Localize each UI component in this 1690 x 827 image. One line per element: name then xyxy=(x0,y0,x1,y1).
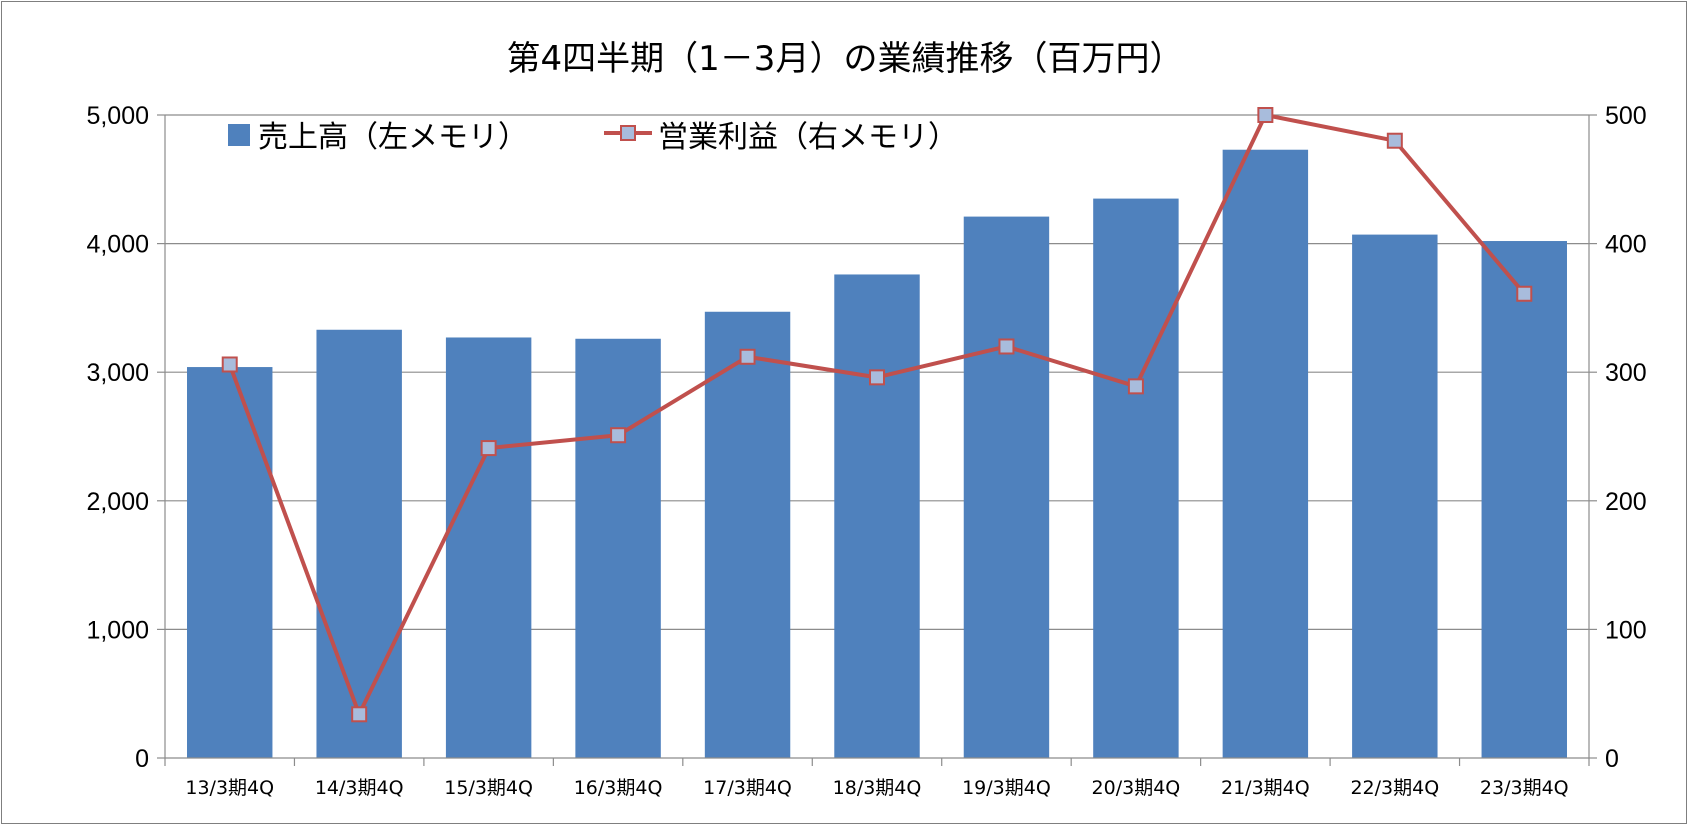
y-left-tick-label: 0 xyxy=(135,745,149,773)
x-tick-label: 19/3期4Q xyxy=(962,777,1051,799)
bar-sales xyxy=(445,337,532,758)
bar-sales xyxy=(1352,234,1438,758)
chart-title: 第4四半期（1－3月）の業績推移（百万円） xyxy=(507,39,1184,79)
y-right-tick-label: 400 xyxy=(1605,231,1647,259)
bar-sales xyxy=(187,367,273,758)
x-tick-label: 14/3期4Q xyxy=(315,777,404,799)
point-operating-profit xyxy=(1386,132,1403,149)
point-operating-profit xyxy=(480,440,497,457)
bar-sales xyxy=(1222,149,1309,759)
point-operating-profit xyxy=(998,338,1015,355)
bar-sales xyxy=(963,216,1050,758)
bar-sales xyxy=(1093,198,1179,759)
point-operating-profit xyxy=(1257,107,1274,123)
line-series xyxy=(221,107,1533,723)
y-left-tick-label: 2,000 xyxy=(86,488,149,516)
x-tick-label: 20/3期4Q xyxy=(1092,777,1181,799)
y-right-tick-label: 200 xyxy=(1605,488,1647,516)
axes: 0 1,000 2,000 3,000 4,000 5,000 0 100 200 300 400 5… xyxy=(86,102,1646,799)
point-operating-profit xyxy=(1516,285,1533,302)
legend: 売上高（左メモリ） 営業利益（右メモリ） xyxy=(228,120,958,155)
bar-sales xyxy=(1481,241,1567,758)
y-left-tick-label: 4,000 xyxy=(86,231,149,259)
bar-sales xyxy=(834,274,920,758)
y-left-tick-label: 1,000 xyxy=(86,616,149,644)
x-tick-label: 16/3期4Q xyxy=(574,777,663,799)
point-operating-profit xyxy=(739,348,756,365)
y-left-tick-label: 3,000 xyxy=(86,359,149,387)
legend-label-sales: 売上高（左メモリ） xyxy=(258,120,528,155)
legend-label-profit: 営業利益（右メモリ） xyxy=(658,120,958,155)
point-operating-profit xyxy=(869,369,885,386)
x-tick-label: 18/3期4Q xyxy=(833,777,922,799)
x-tick-label: 22/3期4Q xyxy=(1350,777,1439,799)
y-right-tick-label: 100 xyxy=(1605,616,1647,644)
y-left-tick-label: 5,000 xyxy=(86,102,149,130)
bar-sales xyxy=(704,311,791,758)
point-operating-profit xyxy=(610,427,627,444)
legend-swatch-sales xyxy=(228,124,250,146)
y-right-tick-label: 500 xyxy=(1605,102,1647,130)
x-tick-label: 17/3期4Q xyxy=(703,777,792,799)
point-operating-profit xyxy=(351,706,368,723)
legend-swatch-profit-marker xyxy=(620,125,636,141)
y-right-tick-label: 0 xyxy=(1605,745,1619,773)
point-operating-profit xyxy=(1127,378,1144,395)
x-tick-label: 23/3期4Q xyxy=(1480,777,1569,799)
y-right-tick-label: 300 xyxy=(1605,359,1647,387)
point-operating-profit xyxy=(221,356,238,373)
bar-sales xyxy=(575,338,661,758)
bar-sales xyxy=(316,329,402,758)
x-tick-label: 13/3期4Q xyxy=(185,777,274,799)
x-tick-label: 15/3期4Q xyxy=(444,777,533,799)
bar-series xyxy=(187,149,1567,759)
x-tick-label: 21/3期4Q xyxy=(1221,777,1310,799)
